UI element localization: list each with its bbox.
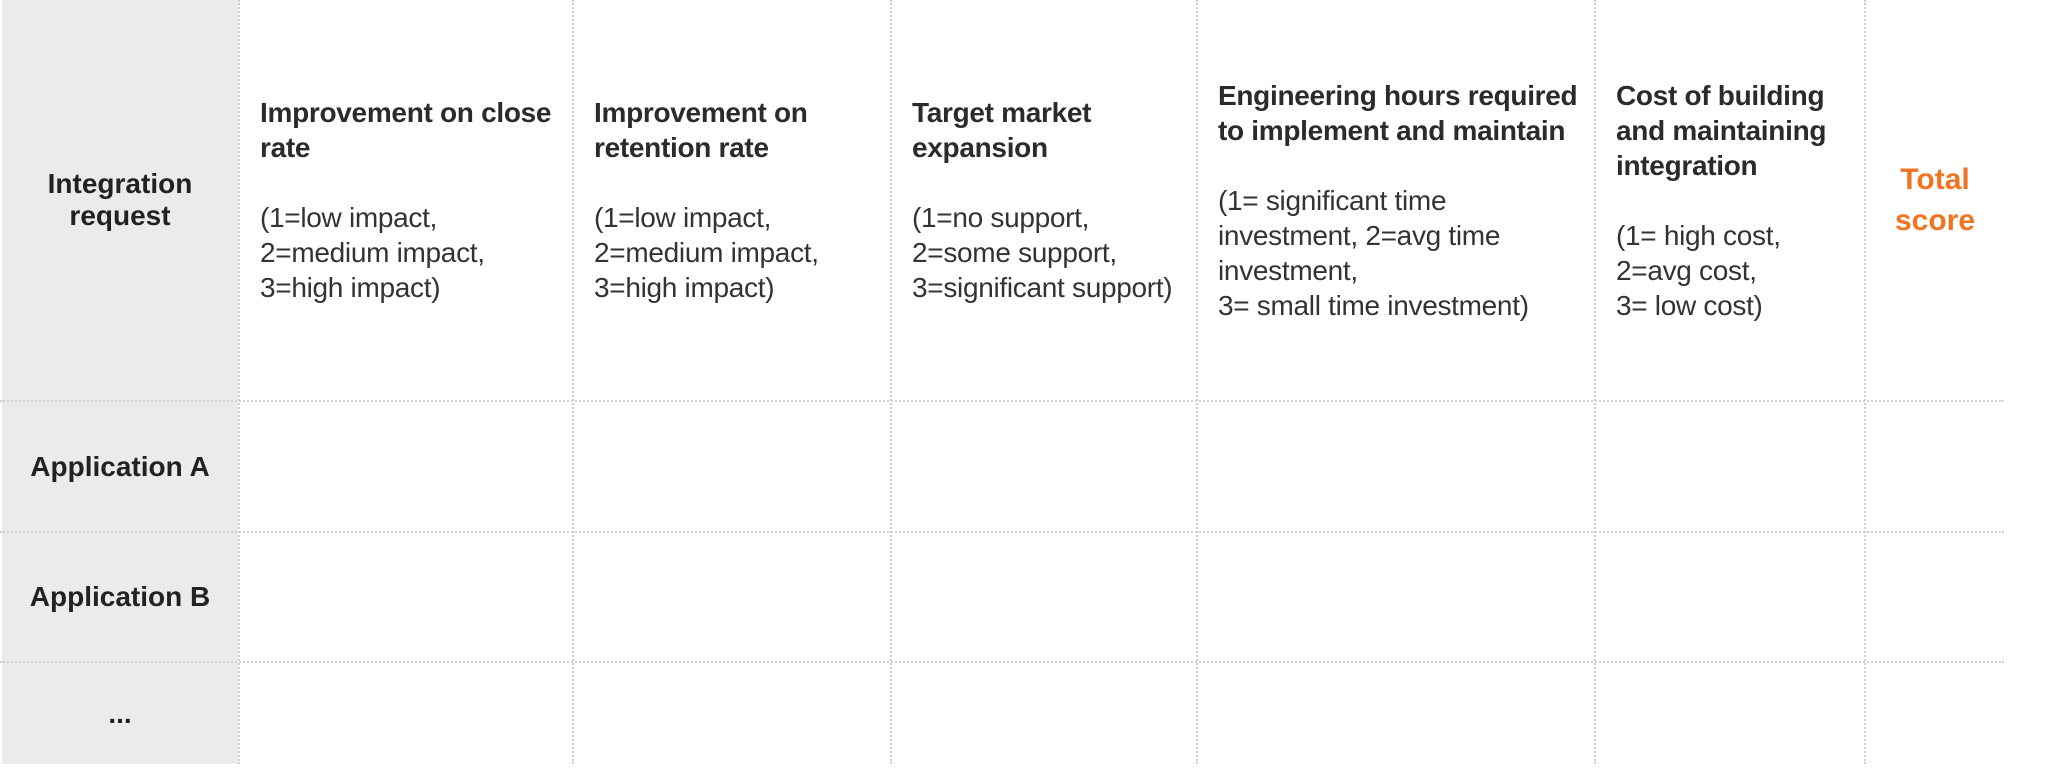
- score-cell[interactable]: [1198, 663, 1594, 764]
- total-cell[interactable]: [1866, 402, 2004, 531]
- score-cell[interactable]: [574, 663, 890, 764]
- column-header-scale: (1=low impact, 2=medium impact, 3=high i…: [594, 202, 819, 303]
- column-divider: [572, 0, 574, 764]
- row-label-application-a: Application A: [30, 450, 210, 482]
- column-header-title: Engineering hours required to implement …: [1218, 79, 1578, 146]
- score-cell[interactable]: [240, 663, 572, 764]
- score-cell[interactable]: [1596, 663, 1864, 764]
- score-cell[interactable]: [240, 533, 572, 661]
- corner-header: Integration request: [47, 168, 193, 231]
- score-cell[interactable]: [892, 663, 1196, 764]
- score-cell[interactable]: [892, 533, 1196, 661]
- score-cell[interactable]: [240, 402, 572, 531]
- row-label-more: ...: [108, 697, 132, 729]
- column-header-market-expansion: Target market expansion (1=no support, 2…: [892, 0, 1196, 400]
- column-header-scale: (1= significant time investment, 2=avg t…: [1218, 184, 1529, 321]
- row-label-application-b: Application B: [29, 581, 211, 612]
- column-header-total-score: Total score: [1894, 163, 1976, 237]
- row-divider: [0, 661, 2004, 663]
- column-divider: [1594, 0, 1596, 764]
- score-cell[interactable]: [574, 402, 890, 531]
- total-cell[interactable]: [1866, 663, 2004, 764]
- score-cell[interactable]: [1596, 533, 1864, 661]
- column-header-engineering-hours: Engineering hours required to implement …: [1198, 0, 1594, 400]
- column-header-scale: (1=low impact, 2=medium impact, 3=high i…: [260, 202, 485, 303]
- score-cell[interactable]: [892, 402, 1196, 531]
- column-divider: [890, 0, 892, 764]
- score-cell[interactable]: [1198, 402, 1594, 531]
- column-header-title: Target market expansion: [912, 97, 1092, 163]
- column-header-retention-rate: Improvement on retention rate (1=low imp…: [574, 0, 890, 400]
- score-cell[interactable]: [1198, 533, 1594, 661]
- column-header-title: Improvement on close rate: [260, 97, 552, 163]
- column-header-title: Improvement on retention rate: [594, 97, 808, 163]
- column-divider: [238, 0, 240, 764]
- column-header-cost: Cost of building and maintaining integra…: [1596, 0, 1864, 400]
- column-header-scale: (1=no support, 2=some support, 3=signifi…: [912, 202, 1173, 303]
- column-header-close-rate: Improvement on close rate (1=low impact,…: [240, 0, 572, 400]
- row-header-column: [2, 0, 238, 764]
- scoring-table: Integration request Improvement on close…: [0, 0, 2004, 764]
- column-divider: [1196, 0, 1198, 764]
- row-divider: [0, 531, 2004, 533]
- score-cell[interactable]: [1596, 402, 1864, 531]
- total-cell[interactable]: [1866, 533, 2004, 661]
- column-divider: [1864, 0, 1866, 764]
- column-header-title: Cost of building and maintaining integra…: [1616, 79, 1827, 181]
- row-divider: [0, 400, 2004, 402]
- column-header-scale: (1= high cost, 2=avg cost, 3= low cost): [1616, 219, 1781, 321]
- score-cell[interactable]: [574, 533, 890, 661]
